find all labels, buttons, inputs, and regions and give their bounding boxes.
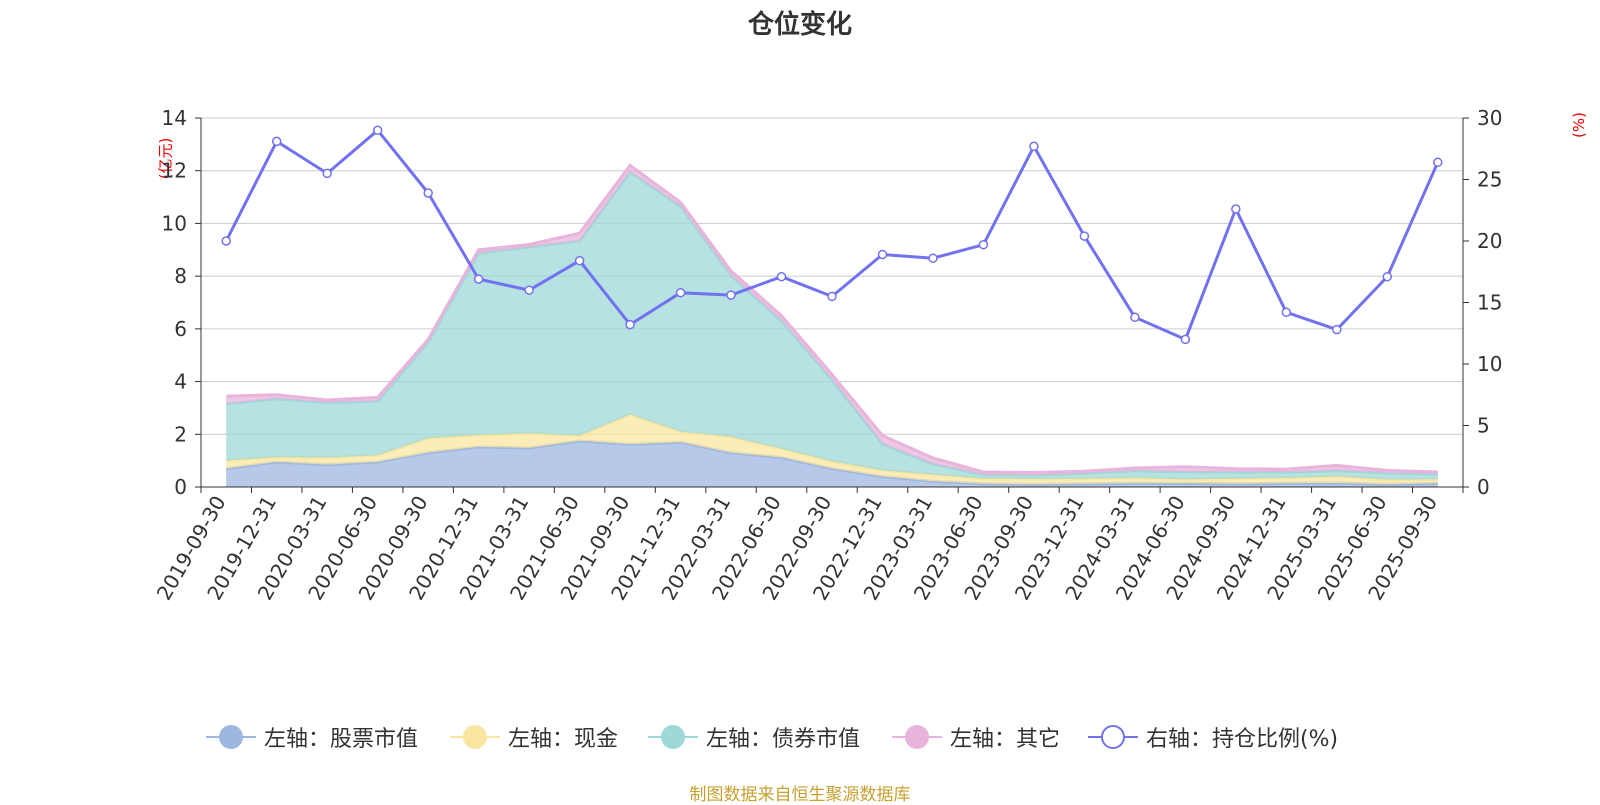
left-axis-tick-label: 6 [174,317,187,341]
chart-title: 仓位变化 [747,10,852,40]
ratio-point [827,291,837,302]
legend-label-cash: 左轴：现金 [508,727,619,752]
ratio-point [1332,324,1342,335]
ratio-point [1130,312,1140,323]
right-axis-tick-label: 20 [1477,229,1502,253]
ratio-point [221,236,231,246]
ratio-point [675,287,686,298]
legend-symbol-ratio-icon [1088,724,1138,750]
legend-symbol-other-icon [892,724,942,750]
legend-item-stock[interactable]: 左轴：股票市值 [206,722,418,752]
left-axis-tick-label: 10 [162,211,187,235]
legend-symbol-cash-icon [450,724,500,750]
ratio-line [224,128,1440,341]
ratio-point [928,253,938,263]
left-axis-tick-label: 14 [162,106,187,130]
ratio-point [1079,231,1090,241]
right-axis-tick-label: 5 [1477,414,1490,438]
data-source-note: 制图数据来自恒生聚源数据库 [689,785,911,805]
ratio-point [1180,334,1191,345]
ratio-point [776,271,787,282]
legend-label-other: 左轴：其它 [950,727,1061,752]
right-axis-tick-label: 10 [1477,352,1502,376]
legend-label-stock: 左轴：股票市值 [264,727,419,752]
ratio-point [978,239,989,250]
left-axis-tick-label: 12 [162,159,187,183]
ratio-point [423,188,433,198]
right-axis-tick-label: 25 [1477,168,1502,192]
legend-item-other[interactable]: 左轴：其它 [892,722,1060,752]
legend: 左轴：股票市值 左轴：现金 左轴：债券市值 左轴：其它 右轴：持仓比例(%) [0,722,1600,752]
ratio-point [1433,157,1443,168]
legend-item-bond[interactable]: 左轴：债券市值 [648,722,860,752]
ratio-point [271,136,282,147]
ratio-point [473,274,484,284]
area-bond [226,172,1438,480]
ratio-point [524,285,534,295]
legend-label-bond: 左轴：债券市值 [706,727,861,752]
legend-item-cash[interactable]: 左轴：现金 [450,722,618,752]
legend-item-ratio[interactable]: 右轴：持仓比例(%) [1088,722,1338,752]
left-axis-tick-label: 0 [174,475,187,499]
area-stock [226,440,1438,487]
ratio-point [322,168,332,179]
area-line-other [226,163,1438,475]
ratio-point [372,125,383,136]
ratio-point [574,255,585,266]
ratio-point [726,290,736,300]
ratio-point [1382,271,1393,282]
ratio-point [625,319,635,330]
legend-symbol-bond-icon [648,724,698,750]
right-axis-tick-label: 0 [1477,475,1490,499]
ratio-point [877,249,888,260]
right-axis-tick-label: 30 [1477,106,1502,130]
left-axis-tick-label: 8 [174,264,187,288]
ratio-point [1231,204,1241,214]
legend-symbol-stock-icon [206,724,256,750]
ratio-point [1029,141,1039,152]
left-axis-tick-label: 4 [174,370,187,394]
legend-label-ratio: 右轴：持仓比例(%) [1146,727,1339,752]
left-axis-tick-label: 2 [174,422,187,446]
right-axis-tick-label: 15 [1477,291,1502,315]
ratio-point [1281,307,1292,318]
